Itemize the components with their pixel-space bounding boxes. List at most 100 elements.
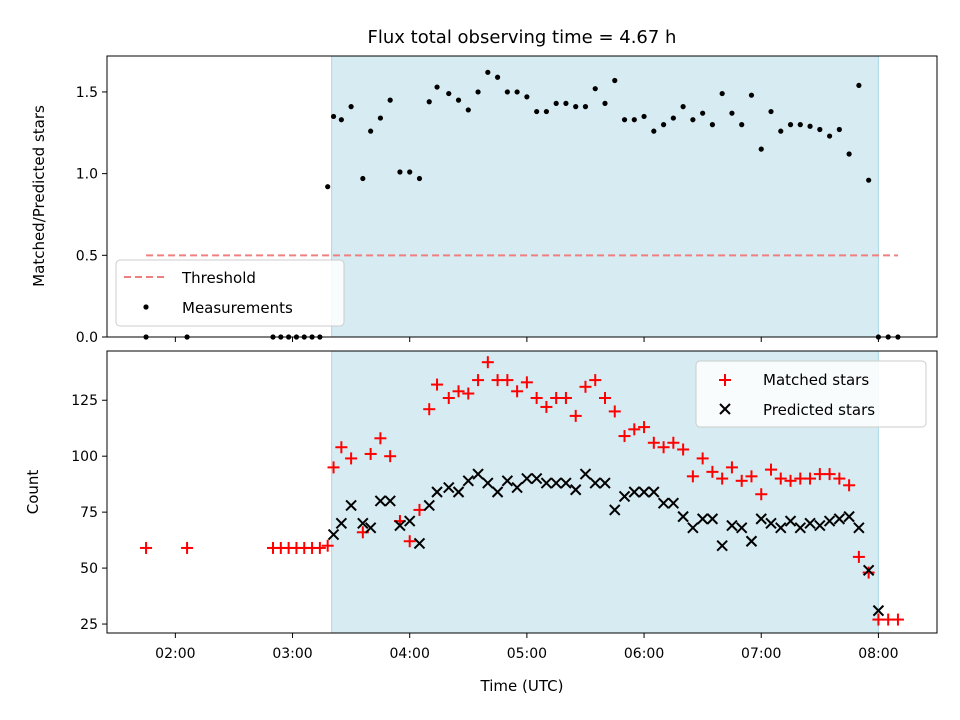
x-tick-label: 05:00: [507, 646, 547, 662]
measurement-point: [660, 122, 667, 128]
measurement-point: [514, 89, 520, 95]
predicted-star-marker: [345, 499, 357, 512]
x-tick-label: 06:00: [624, 646, 664, 662]
measurement-point: [631, 117, 637, 123]
matched-star-marker: [696, 452, 709, 465]
x-tick-label: 07:00: [741, 646, 781, 662]
predicted-star-marker: [628, 486, 641, 498]
matched-star-marker: [374, 432, 387, 445]
matched-star-marker: [647, 436, 660, 449]
predicted-star-marker: [579, 468, 592, 480]
predicted-star-marker: [726, 519, 738, 532]
measurements-series: [143, 69, 901, 340]
predicted-star-marker: [364, 522, 377, 534]
predicted-star-marker: [327, 528, 340, 541]
matched-star-marker: [384, 450, 397, 463]
measurement-point: [621, 117, 628, 123]
matched-star-marker: [774, 472, 787, 485]
measurement-point: [377, 115, 384, 121]
matched-star-marker: [313, 541, 326, 554]
predicted-star-marker: [765, 517, 777, 530]
chart-title: Flux total observing time = 4.67 h: [368, 27, 677, 48]
matched-star-marker: [462, 387, 475, 400]
predicted-stars-series: [327, 468, 885, 617]
matched-star-marker: [745, 470, 758, 483]
predicted-star-marker: [501, 475, 514, 487]
top-axes-frame: [106, 55, 938, 338]
matched-star-marker: [599, 392, 611, 404]
predicted-star-marker: [648, 486, 660, 498]
predicted-star-marker: [735, 522, 748, 534]
predicted-star-marker: [814, 519, 826, 532]
matched-star-marker: [501, 374, 514, 387]
legend-predicted-label: Predicted stars: [763, 401, 875, 419]
predicted-star-marker: [357, 517, 369, 530]
predicted-star-marker: [775, 522, 787, 534]
matched-star-marker: [823, 468, 836, 481]
matched-star-marker: [442, 392, 455, 404]
measurement-point: [563, 100, 569, 106]
predicted-star-marker: [560, 477, 572, 489]
matched-star-marker: [431, 378, 444, 391]
legend-predicted-swatch: [719, 403, 731, 415]
predicted-star-marker: [853, 522, 865, 534]
predicted-star-marker: [472, 468, 484, 480]
matched-star-marker: [540, 400, 553, 413]
measurement-point: [709, 122, 716, 128]
measurement-point: [582, 104, 589, 110]
predicted-star-marker: [794, 522, 807, 534]
matched-star-marker: [716, 472, 729, 485]
predicted-star-marker: [618, 490, 631, 503]
predicted-star-marker: [696, 513, 709, 525]
measurement-point: [856, 82, 862, 89]
y-tick-label: 0.5: [76, 248, 98, 264]
matched-star-marker: [403, 535, 416, 548]
x-tick-label: 04:00: [390, 646, 430, 662]
predicted-star-marker: [530, 472, 543, 485]
measurement-point: [719, 90, 725, 97]
matched-star-marker: [345, 452, 358, 465]
measurement-point: [407, 169, 413, 175]
measurement-point: [426, 99, 432, 105]
predicted-star-marker: [403, 515, 416, 527]
top-legend: Threshold Measurements: [115, 259, 345, 327]
predicted-star-marker: [462, 475, 475, 487]
matched-star-marker: [628, 423, 641, 436]
matched-star-marker: [843, 479, 856, 492]
predicted-star-marker: [862, 564, 875, 577]
measurement-point: [397, 169, 403, 175]
predicted-star-marker: [784, 515, 797, 527]
x-tick-label: 03:00: [272, 646, 312, 662]
predicted-star-marker: [511, 481, 523, 494]
predicted-star-marker: [374, 495, 387, 507]
x-tick-label: 08:00: [858, 646, 898, 662]
matched-star-marker: [667, 436, 680, 449]
predicted-star-marker: [872, 604, 885, 617]
bottom-y-axis-label: Count: [24, 470, 42, 515]
matched-star-marker: [364, 447, 377, 460]
predicted-star-marker: [638, 486, 650, 498]
measurement-point: [485, 69, 491, 75]
measurement-point: [330, 113, 337, 120]
matched-star-marker: [657, 441, 670, 454]
measurement-point: [641, 113, 647, 120]
measurement-point: [592, 86, 598, 92]
matched-star-marker: [413, 503, 426, 516]
y-tick-label: 25: [80, 617, 98, 633]
measurement-point: [690, 117, 696, 123]
measurement-point: [387, 97, 393, 103]
matched-star-marker: [706, 465, 719, 478]
top-y-ticks: 0.0 0.5 1.0 1.5: [76, 85, 107, 346]
bottom-legend-box: [695, 360, 927, 428]
predicted-star-marker: [482, 477, 494, 489]
top-observing-span: [331, 55, 879, 338]
predicted-star-marker: [833, 513, 846, 525]
measurement-point: [325, 184, 331, 190]
predicted-star-marker: [521, 472, 533, 485]
matched-stars-series: [140, 356, 904, 626]
predicted-star-marker: [394, 519, 406, 532]
measurement-point: [360, 175, 366, 182]
y-tick-label: 100: [71, 449, 98, 465]
measurement-point: [826, 133, 833, 139]
predicted-star-marker: [657, 497, 670, 509]
